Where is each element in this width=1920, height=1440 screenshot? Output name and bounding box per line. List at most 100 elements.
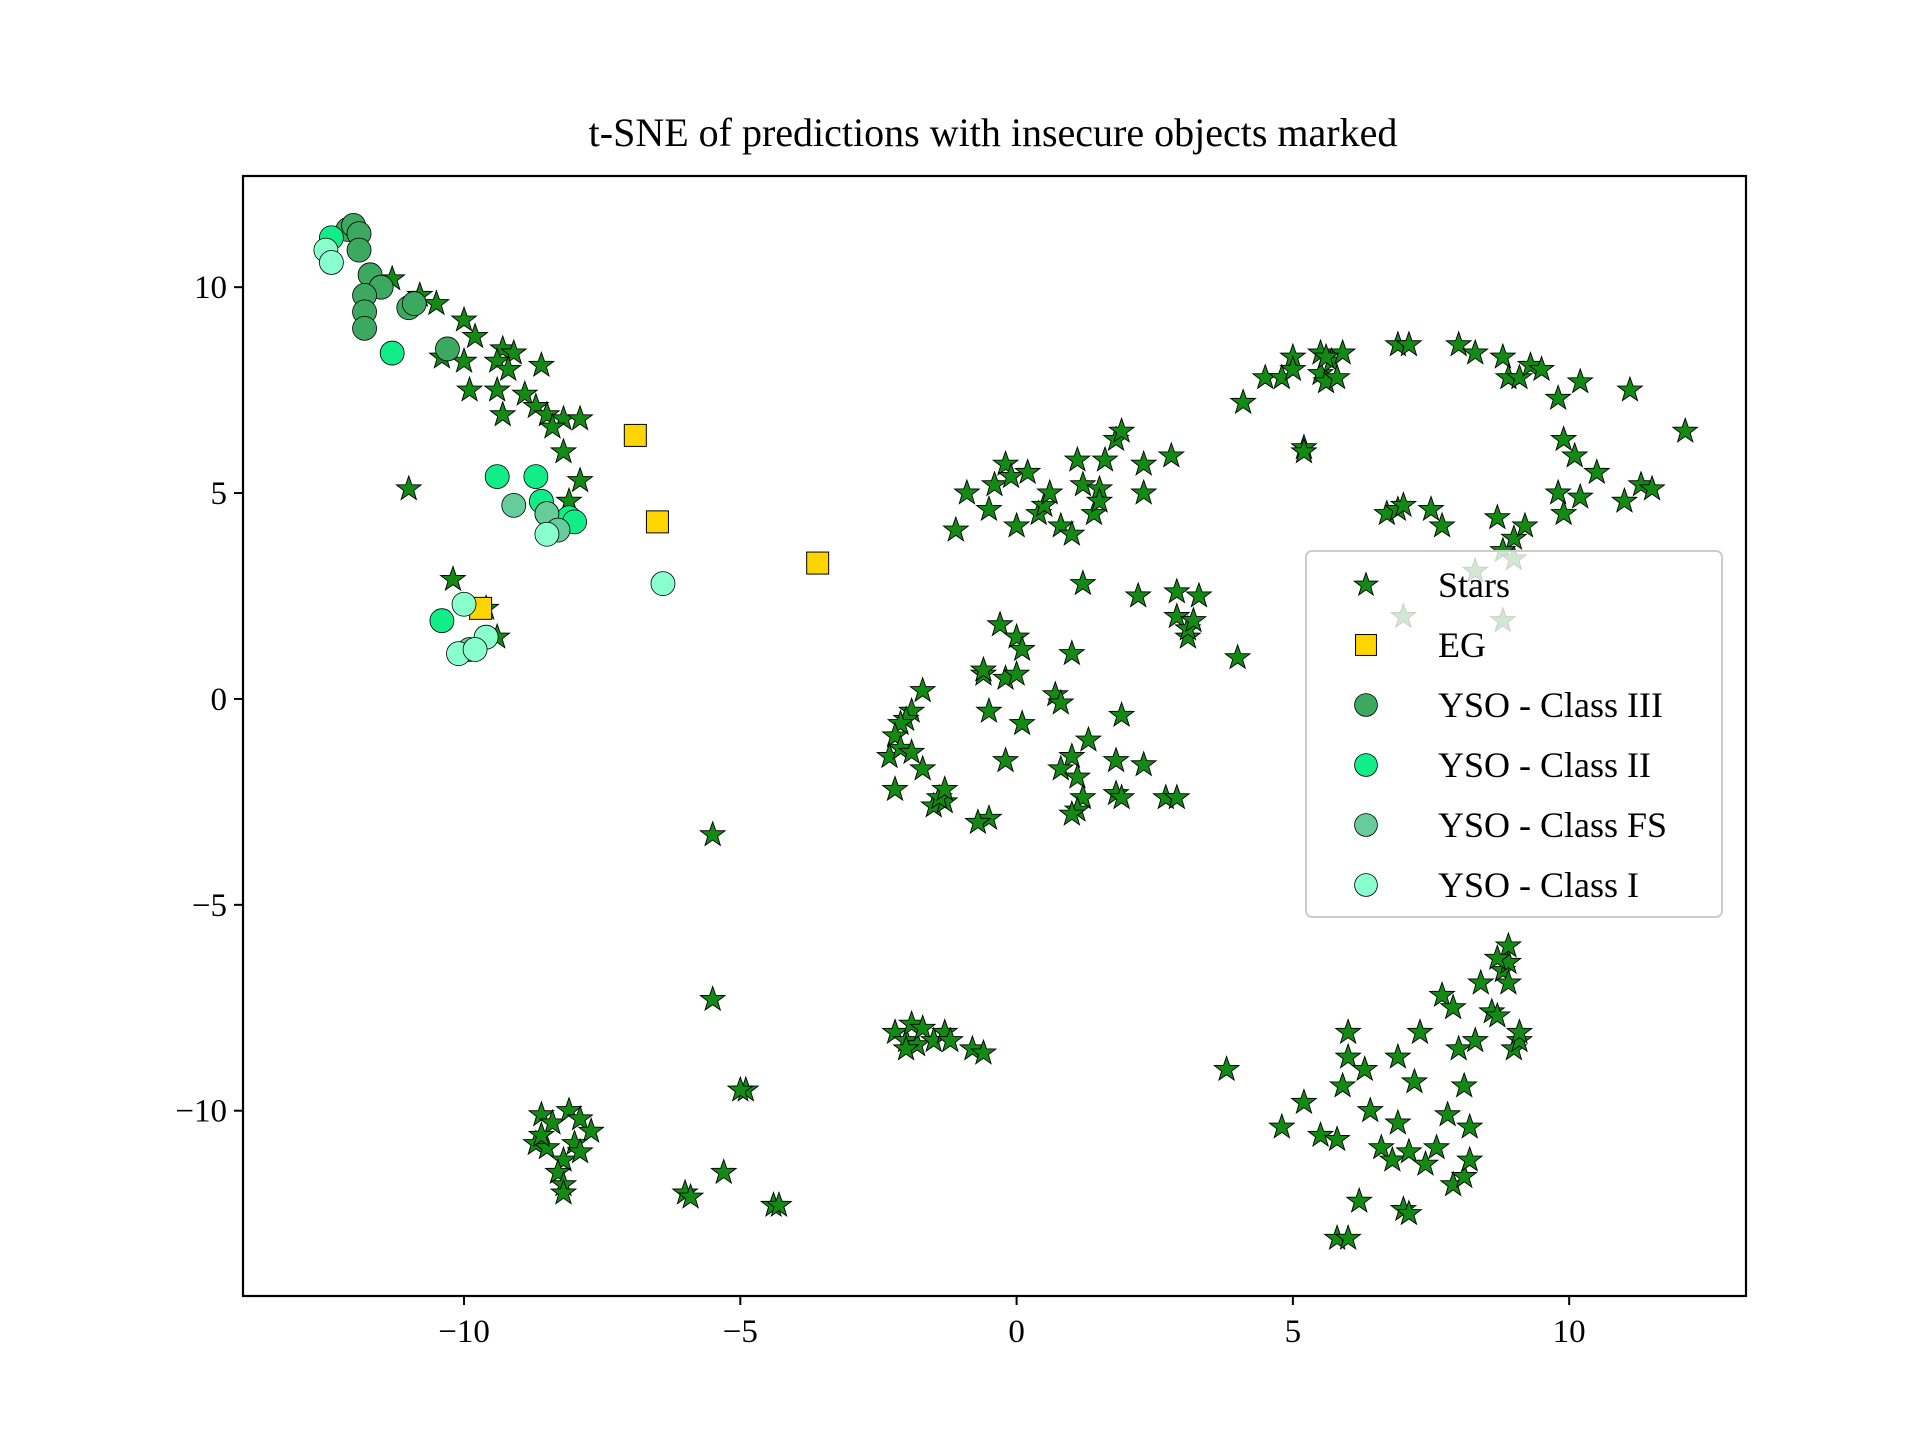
data-point bbox=[806, 551, 830, 575]
data-point bbox=[1002, 659, 1031, 686]
data-point bbox=[1323, 363, 1351, 390]
data-point bbox=[726, 1075, 754, 1102]
data-point bbox=[1505, 363, 1534, 390]
data-point bbox=[1444, 330, 1473, 357]
data-point bbox=[1334, 1042, 1362, 1069]
data-point bbox=[566, 1137, 594, 1164]
series-eg bbox=[469, 423, 830, 620]
data-point bbox=[886, 709, 915, 736]
data-point bbox=[352, 315, 377, 341]
data-point bbox=[346, 237, 372, 263]
data-point bbox=[1505, 1018, 1534, 1045]
legend-marker bbox=[1355, 634, 1377, 656]
data-point bbox=[1130, 478, 1158, 505]
data-point bbox=[986, 610, 1014, 637]
legend-label: YSO - Class I bbox=[1438, 865, 1639, 905]
data-point bbox=[1483, 943, 1512, 970]
legend-marker bbox=[1354, 753, 1378, 777]
data-point bbox=[765, 1191, 793, 1218]
series-stars bbox=[378, 264, 1699, 1250]
data-point bbox=[1229, 388, 1257, 415]
y-tick-label: 10 bbox=[194, 270, 227, 306]
data-point bbox=[1461, 338, 1489, 365]
data-point bbox=[401, 291, 427, 317]
data-point bbox=[1367, 1133, 1395, 1160]
data-point bbox=[1395, 1137, 1423, 1164]
data-point bbox=[319, 250, 344, 275]
data-point bbox=[1527, 355, 1556, 382]
data-point bbox=[1008, 635, 1036, 662]
data-point bbox=[1290, 437, 1318, 464]
legend-label: YSO - Class FS bbox=[1438, 805, 1667, 845]
data-point bbox=[1130, 750, 1158, 777]
data-point bbox=[1002, 511, 1031, 538]
data-point bbox=[1163, 577, 1191, 604]
x-axis: −10 −5 0 5 10 bbox=[438, 1296, 1586, 1350]
data-point bbox=[379, 340, 405, 366]
data-point bbox=[1047, 688, 1075, 715]
legend-marker bbox=[1352, 571, 1380, 597]
data-point bbox=[1008, 709, 1036, 736]
data-point bbox=[1433, 1100, 1462, 1127]
legend-label: EG bbox=[1438, 625, 1486, 665]
data-point bbox=[1312, 342, 1340, 369]
series-yso-class-i bbox=[313, 237, 676, 667]
data-point bbox=[991, 449, 1020, 476]
data-point bbox=[969, 1038, 998, 1065]
legend-marker bbox=[1354, 873, 1378, 897]
data-point bbox=[1583, 458, 1611, 485]
data-point bbox=[511, 379, 539, 406]
data-point bbox=[1450, 1071, 1478, 1098]
data-point bbox=[1400, 1067, 1429, 1094]
data-point bbox=[1058, 742, 1086, 769]
data-point bbox=[1384, 1042, 1412, 1069]
data-point bbox=[908, 754, 937, 781]
data-point bbox=[881, 775, 909, 802]
data-point bbox=[1163, 783, 1191, 810]
data-point bbox=[577, 1116, 605, 1143]
data-point bbox=[1306, 1121, 1335, 1148]
data-point bbox=[1124, 581, 1152, 608]
data-point bbox=[1395, 330, 1423, 357]
data-point bbox=[623, 423, 647, 447]
data-point bbox=[1544, 383, 1572, 410]
data-point bbox=[710, 1158, 738, 1185]
data-point bbox=[897, 738, 926, 765]
data-point bbox=[1500, 523, 1528, 550]
data-point bbox=[1107, 701, 1136, 728]
data-point bbox=[1013, 458, 1042, 485]
data-point bbox=[1456, 1145, 1484, 1172]
data-point bbox=[1428, 511, 1456, 538]
data-point bbox=[1395, 1199, 1423, 1226]
data-point bbox=[931, 775, 959, 802]
data-point bbox=[1069, 569, 1097, 596]
data-point bbox=[1638, 474, 1666, 501]
data-point bbox=[1290, 1088, 1318, 1115]
data-point bbox=[450, 305, 478, 332]
data-point bbox=[566, 466, 594, 493]
plot-area bbox=[313, 213, 1699, 1250]
legend-label: YSO - Class II bbox=[1438, 745, 1651, 785]
data-point bbox=[1417, 495, 1445, 522]
data-point bbox=[1179, 606, 1208, 633]
data-point bbox=[1494, 931, 1523, 958]
legend-label: YSO - Class III bbox=[1438, 685, 1663, 725]
data-point bbox=[969, 655, 998, 682]
data-point bbox=[1334, 1223, 1362, 1250]
series-yso-class-iii bbox=[335, 213, 460, 362]
data-point bbox=[1334, 1018, 1362, 1045]
y-axis: 10 5 0 −5 −10 bbox=[175, 270, 243, 1130]
data-point bbox=[549, 1178, 578, 1205]
data-point bbox=[1356, 1096, 1384, 1123]
data-point bbox=[1616, 375, 1644, 402]
data-point bbox=[1058, 799, 1086, 826]
data-point bbox=[1505, 1026, 1534, 1053]
data-point bbox=[908, 676, 937, 703]
data-point bbox=[1107, 416, 1136, 443]
data-point bbox=[975, 495, 1003, 522]
data-point bbox=[1566, 482, 1594, 509]
data-point bbox=[645, 510, 669, 534]
data-point bbox=[549, 1145, 578, 1172]
data-point bbox=[1444, 1034, 1473, 1061]
data-point bbox=[395, 474, 423, 501]
